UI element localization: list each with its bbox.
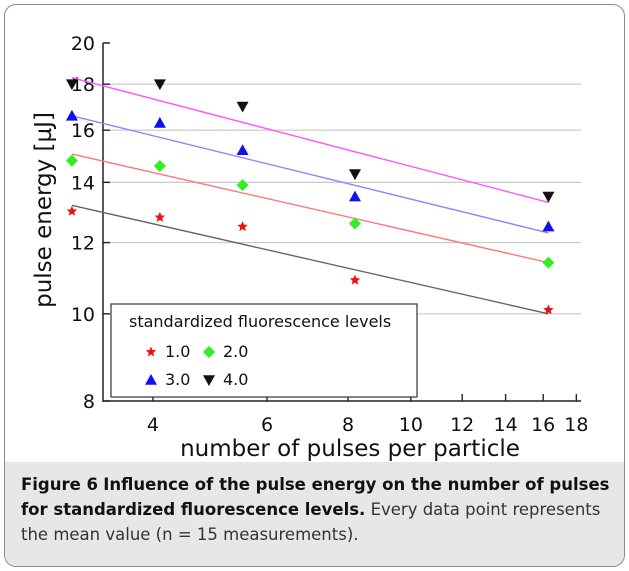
x-tick-label: 16 <box>531 414 555 436</box>
data-point-4.0 <box>542 191 555 203</box>
data-point-1.0 <box>237 221 248 232</box>
legend-marker-4.0 <box>203 375 215 386</box>
y-tick-label: 16 <box>71 120 95 142</box>
data-point-3.0 <box>349 190 362 202</box>
legend-label-1.0: 1.0 <box>165 342 190 361</box>
legend-marker-2.0 <box>203 346 215 358</box>
caption-body: Every data point represents the mean val… <box>21 500 601 544</box>
x-tick-label: 14 <box>494 414 518 436</box>
data-point-2.0 <box>236 179 249 192</box>
legend-label-4.0: 4.0 <box>223 370 248 389</box>
legend-label-2.0: 2.0 <box>223 342 248 361</box>
x-tick-label: 18 <box>564 414 588 436</box>
data-point-4.0 <box>236 101 249 113</box>
data-point-1.0 <box>349 274 361 285</box>
x-tick-label: 4 <box>147 414 159 436</box>
y-tick-label: 8 <box>83 391 95 413</box>
data-point-3.0 <box>236 144 249 156</box>
legend-marker-3.0 <box>145 374 157 385</box>
data-point-4.0 <box>349 169 362 181</box>
legend-marker-1.0 <box>145 346 157 357</box>
figure-frame: 8 10 12 14 16 18 20 4 6 8 10 12 14 16 18 number of puls… <box>4 4 625 567</box>
data-point-3.0 <box>65 109 78 121</box>
x-tick-label: 6 <box>261 414 273 436</box>
x-tick-label: 10 <box>399 414 423 436</box>
data-point-3.0 <box>542 220 555 232</box>
data-point-1.0 <box>543 304 554 315</box>
y-tick-label: 20 <box>71 33 95 55</box>
legend-label-3.0: 3.0 <box>165 370 190 389</box>
fit-line-2.0 <box>71 153 549 264</box>
caption-title: Influence of the pulse energy on the num… <box>21 475 610 519</box>
data-point-2.0 <box>153 159 166 172</box>
data-point-2.0 <box>65 154 78 167</box>
caption-box: Figure 6 Influence of the pulse energy o… <box>5 462 624 566</box>
x-tick-label: 8 <box>342 414 354 436</box>
fit-line-1.0 <box>71 204 549 315</box>
y-axis-title: pulse energy [µJ] <box>31 112 57 308</box>
fit-line-4.0 <box>71 77 549 204</box>
data-point-4.0 <box>153 79 166 91</box>
data-point-4.0 <box>65 79 78 91</box>
y-tick-label: 10 <box>71 304 95 326</box>
legend-box <box>110 303 418 398</box>
data-point-1.0 <box>66 205 78 216</box>
data-point-2.0 <box>542 256 555 269</box>
x-axis-title: number of pulses per particle <box>180 436 520 462</box>
legend-title: standardized fluorescence levels <box>129 312 391 331</box>
data-point-2.0 <box>349 217 362 230</box>
legend: standardized fluorescence levels 1.0 2.0 3.… <box>110 303 418 398</box>
figure-caption: Figure 6 Influence of the pulse energy o… <box>21 472 612 547</box>
y-tick-label: 12 <box>71 233 95 255</box>
x-tick-label: 12 <box>450 414 474 436</box>
caption-figure-label: Figure 6 <box>21 475 99 494</box>
fit-line-3.0 <box>71 115 549 234</box>
y-tick-label: 14 <box>71 172 95 194</box>
data-point-3.0 <box>153 116 166 128</box>
data-point-1.0 <box>154 211 166 222</box>
